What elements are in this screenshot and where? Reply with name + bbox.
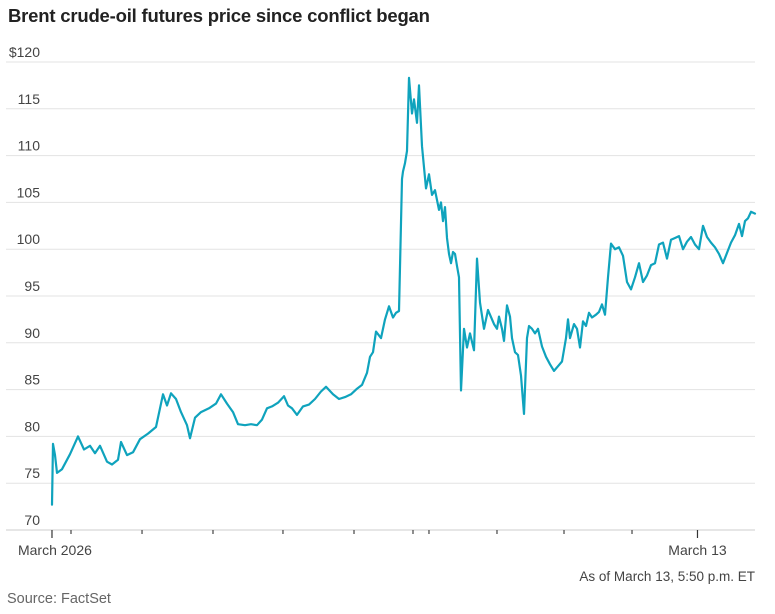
x-tick-label-end: March 13 [668,542,727,558]
chart-title: Brent crude-oil futures price since conf… [8,5,430,26]
series-line-brent [50,76,757,506]
y-tick-label: 115 [18,91,41,107]
y-tick-label: 105 [17,184,41,200]
x-axis [51,530,699,538]
as-of-timestamp: As of March 13, 5:50 p.m. ET [579,569,755,584]
y-tick-label: 70 [24,512,40,528]
y-axis-tick-labels: $120 115 110 105 100 95 90 85 80 75 70 [9,44,40,528]
y-tick-label: 110 [18,138,41,154]
y-tick-label: 100 [17,231,41,247]
y-tick-label: 95 [24,278,40,294]
y-tick-label: 90 [24,325,40,341]
y-tick-label: 75 [24,465,40,481]
y-tick-label: 80 [24,418,40,434]
y-tick-label: 85 [24,372,40,388]
series-group [50,76,757,506]
x-tick-label-start: March 2026 [18,542,92,558]
source-note: Source: FactSet [7,591,111,607]
x-axis-tick-labels: March 2026 March 13 [18,542,727,558]
gridlines [6,61,755,531]
y-tick-label: $120 [9,44,40,60]
